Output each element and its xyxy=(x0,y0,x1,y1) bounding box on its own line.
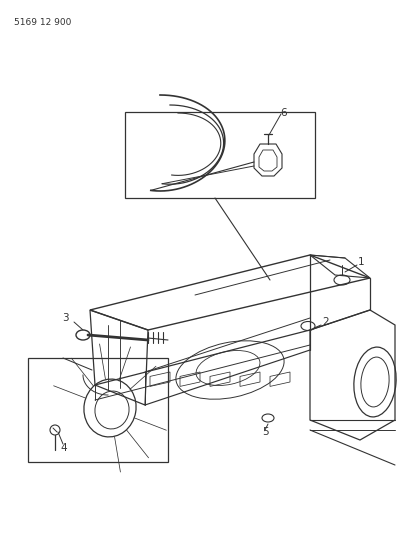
Bar xyxy=(28,358,168,462)
Text: 5: 5 xyxy=(262,427,268,437)
Text: 4: 4 xyxy=(60,443,67,453)
Bar xyxy=(125,112,315,198)
Text: 6: 6 xyxy=(280,108,287,118)
Text: 1: 1 xyxy=(358,257,365,267)
Text: 2: 2 xyxy=(322,317,328,327)
Text: 3: 3 xyxy=(62,313,69,323)
Text: 5169 12 900: 5169 12 900 xyxy=(14,18,71,27)
